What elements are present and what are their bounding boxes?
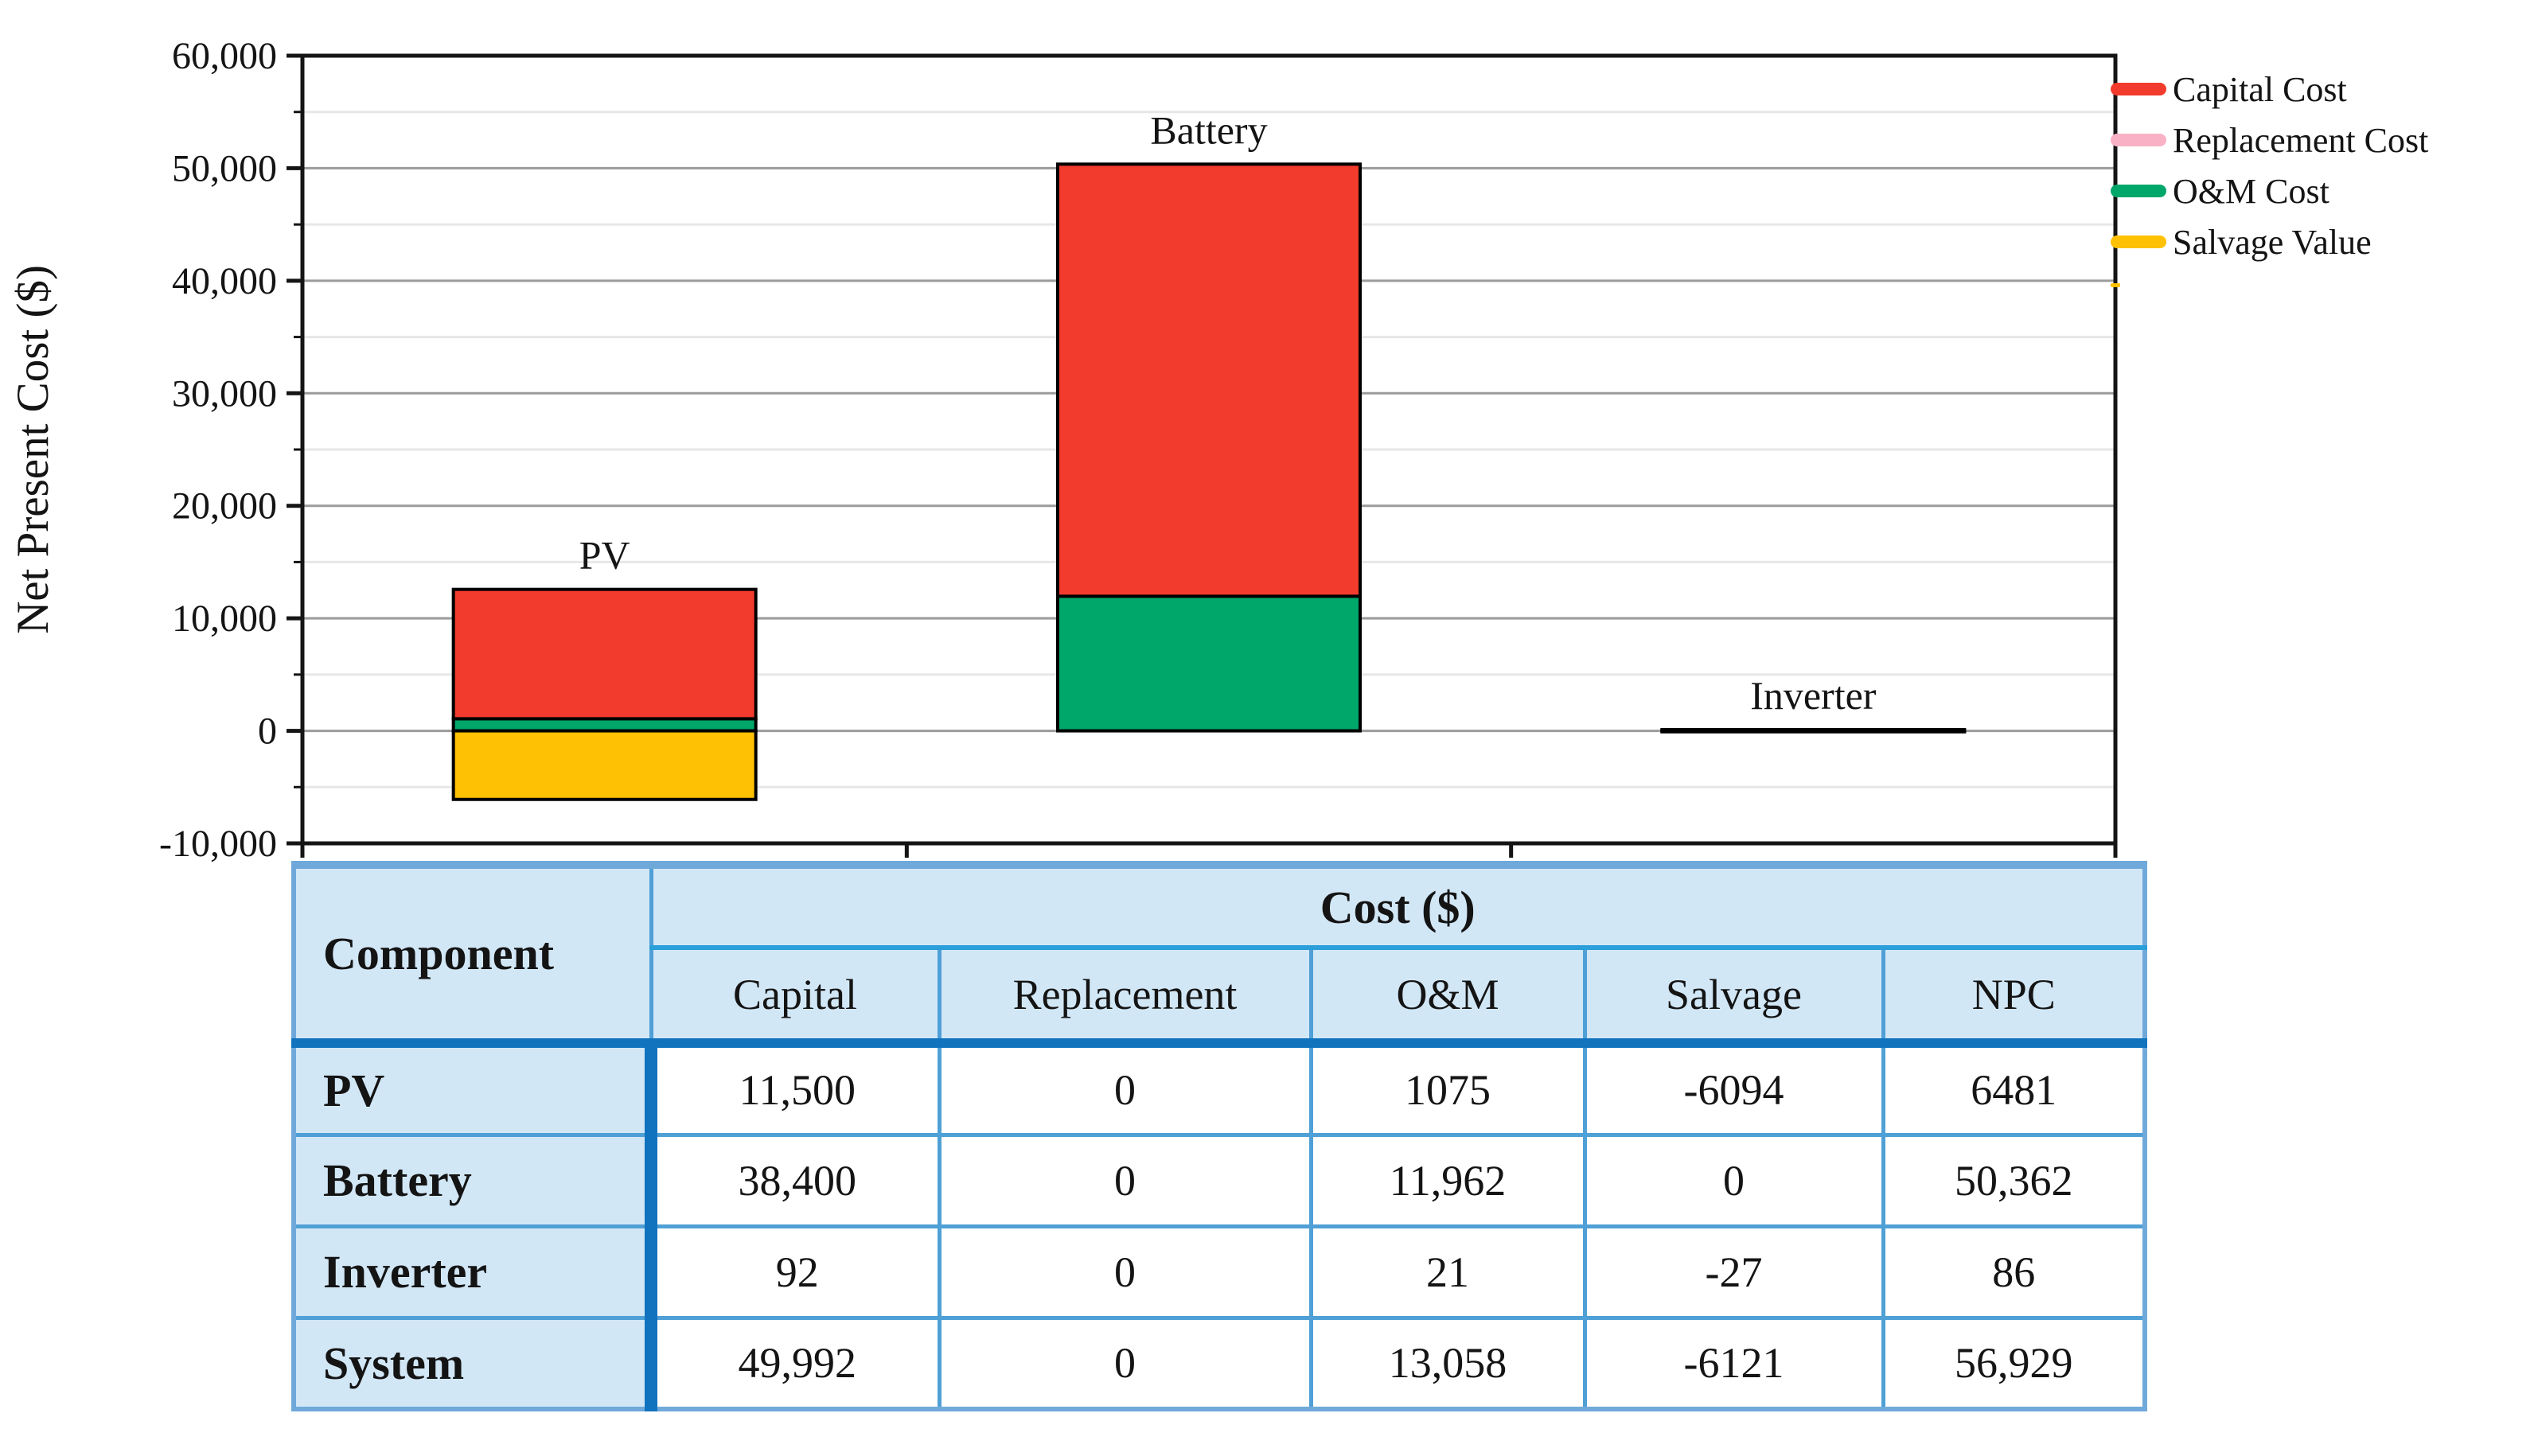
table-cell: 0 (937, 1038, 1313, 1137)
table-cell: 21 (1308, 1224, 1587, 1320)
table-cell: 0 (937, 1315, 1313, 1411)
table-cell: 13,058 (1308, 1315, 1587, 1411)
table-cell: 0 (937, 1224, 1313, 1320)
category-label: PV (579, 533, 630, 578)
table-cell: 6481 (1881, 1038, 2147, 1137)
table-cell: 49,992 (649, 1315, 942, 1411)
bar-segment (451, 587, 758, 721)
table-row-pv: PV 11,500 0 1075 -6094 6481 (291, 1038, 2147, 1137)
legend-label: Capital Cost (2173, 70, 2347, 109)
table-cell: 38,400 (649, 1132, 942, 1228)
bar-segment (451, 729, 758, 801)
category-label: Battery (1150, 107, 1267, 152)
y-tick-label: 40,000 (172, 260, 277, 302)
column-header-capital: Capital (649, 945, 942, 1045)
bar-segment (1056, 162, 1362, 598)
legend-label: Replacement Cost (2173, 121, 2428, 160)
table-cell: 0 (937, 1132, 1313, 1228)
row-label: Inverter (291, 1224, 657, 1320)
legend-swatch (2111, 83, 2166, 95)
table-row-system: System 49,992 0 13,058 -6121 56,929 (291, 1315, 2147, 1411)
bar-segment (1056, 594, 1362, 733)
legend-label: Salvage Value (2173, 223, 2372, 262)
y-tick-label: 20,000 (172, 485, 277, 528)
legend-swatch (2111, 185, 2166, 197)
bar-segment (451, 717, 758, 733)
legend-swatch (2111, 134, 2166, 146)
column-header-npc: NPC (1881, 945, 2147, 1045)
table-subheader-row: Capital Replacement O&M Salvage NPC (294, 945, 2147, 1045)
cost-table: Component Cost ($) Capital Replacement O&M… (291, 861, 2147, 1411)
legend-label: O&M Cost (2173, 172, 2329, 211)
category-label: Inverter (1750, 673, 1877, 718)
y-tick-label: 30,000 (172, 372, 277, 415)
table-cell: 0 (1582, 1132, 1885, 1228)
table-header-cost-group: Cost ($) (649, 862, 2147, 950)
table-cell: 11,500 (649, 1038, 942, 1137)
table-cell: 50,362 (1881, 1132, 2147, 1228)
column-header-salvage: Salvage (1582, 945, 1885, 1045)
column-header-replacement: Replacement (937, 945, 1313, 1045)
row-label: System (291, 1315, 657, 1411)
table-cell: 11,962 (1308, 1132, 1587, 1228)
y-tick-label: 10,000 (172, 598, 277, 640)
table-cell: 1075 (1308, 1038, 1587, 1137)
table-cell: -27 (1582, 1224, 1885, 1320)
column-header-om: O&M (1308, 945, 1587, 1045)
table-cell: 86 (1881, 1224, 2147, 1320)
table-header-component: Component (291, 862, 653, 1045)
row-label: PV (291, 1038, 657, 1137)
bar-segment (1660, 729, 1967, 734)
y-tick-label: 60,000 (172, 35, 277, 77)
y-tick-label: -10,000 (159, 823, 277, 865)
y-tick-label: 0 (258, 710, 277, 753)
table-row-inverter: Inverter 92 0 21 -27 86 (291, 1224, 2147, 1320)
y-axis-title: Net Present Cost ($) (8, 265, 58, 634)
table-cell: 56,929 (1881, 1315, 2147, 1411)
table-cell: -6094 (1582, 1038, 1885, 1137)
legend-swatch (2111, 236, 2166, 248)
row-label: Battery (291, 1132, 657, 1228)
table-row-battery: Battery 38,400 0 11,962 0 50,362 (291, 1132, 2147, 1228)
table-cell: 92 (649, 1224, 942, 1320)
y-tick-label: 50,000 (172, 147, 277, 189)
table-cell: -6121 (1582, 1315, 1885, 1411)
table-body: PV 11,500 0 1075 -6094 6481 Battery 38,400 0 11,9… (291, 1038, 2147, 1411)
legend-artifact-dot (2111, 283, 2120, 287)
